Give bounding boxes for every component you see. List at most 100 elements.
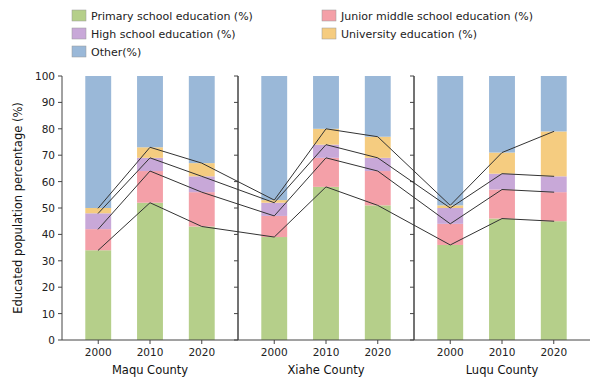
- bar-segment: [313, 76, 339, 129]
- y-tick: [410, 260, 414, 261]
- y-tick: [58, 155, 62, 156]
- y-tick: [410, 208, 414, 209]
- x-tick-label: 2020: [188, 346, 215, 358]
- y-tick-label: 100: [35, 70, 55, 82]
- x-tick-label: 2000: [261, 346, 288, 358]
- x-tick: [377, 340, 378, 344]
- y-tick: [234, 208, 238, 209]
- bar-segment: [261, 216, 287, 237]
- legend-swatch: [322, 10, 336, 21]
- bar-segment: [189, 176, 215, 192]
- y-axis-label: Educated population percentage (%): [11, 102, 25, 314]
- y-tick: [58, 102, 62, 103]
- y-tick: [410, 102, 414, 103]
- y-tick: [234, 234, 238, 235]
- panel: 0102030405060708090100200020102020Maqu C…: [11, 70, 238, 377]
- y-tick: [58, 234, 62, 235]
- y-tick: [58, 208, 62, 209]
- bar-segment: [189, 192, 215, 226]
- bar-segment: [541, 192, 567, 221]
- bar-segment: [137, 158, 163, 171]
- y-tick: [410, 128, 414, 129]
- legend-label: Junior middle school education (%): [340, 10, 533, 23]
- x-tick-label: 2020: [364, 346, 391, 358]
- bar-segment: [489, 190, 515, 219]
- bar-segment: [261, 237, 287, 340]
- connector-line: [98, 158, 554, 229]
- bar-segment: [489, 153, 515, 174]
- bar-segment: [85, 213, 111, 229]
- bar-segment: [365, 137, 391, 158]
- bar-segment: [85, 250, 111, 340]
- x-axis-label: Maqu County: [112, 363, 188, 377]
- connectors: [98, 129, 554, 250]
- legend-label: Primary school education (%): [91, 10, 253, 23]
- y-tick-label: 70: [42, 149, 55, 161]
- bars: [437, 76, 566, 340]
- y-tick: [410, 76, 414, 77]
- y-tick-label: 20: [42, 281, 55, 293]
- x-tick: [201, 340, 202, 344]
- bar-segment: [261, 76, 287, 200]
- bar-segment: [365, 205, 391, 340]
- legend: Primary school education (%) Junior middl…: [72, 10, 533, 59]
- chart: Primary school education (%) Junior middl…: [0, 0, 600, 392]
- y-tick: [58, 76, 62, 77]
- legend-swatch: [72, 28, 86, 39]
- x-tick-label: 2010: [489, 346, 516, 358]
- bar-segment: [313, 158, 339, 187]
- bar-segment: [365, 171, 391, 205]
- bar-segment: [137, 147, 163, 158]
- y-tick: [234, 287, 238, 288]
- y-tick: [234, 128, 238, 129]
- x-tick-label: 2020: [540, 346, 567, 358]
- y-tick: [410, 313, 414, 314]
- bar-segment: [489, 219, 515, 340]
- y-tick: [410, 155, 414, 156]
- bar-segment: [313, 187, 339, 340]
- y-tick: [234, 340, 238, 341]
- x-tick: [450, 340, 451, 344]
- y-tick-label: 80: [42, 123, 55, 135]
- legend-label: Other(%): [91, 46, 141, 59]
- x-tick: [553, 340, 554, 344]
- x-tick: [502, 340, 503, 344]
- y-tick-label: 40: [42, 228, 55, 240]
- x-tick-label: 2000: [85, 346, 112, 358]
- y-tick-label: 50: [42, 202, 55, 214]
- bar-segment: [261, 203, 287, 216]
- bar-segment: [85, 208, 111, 213]
- bar-segment: [437, 224, 463, 245]
- y-tick: [58, 128, 62, 129]
- y-tick: [58, 340, 62, 341]
- y-tick: [410, 287, 414, 288]
- bar-segment: [541, 176, 567, 192]
- bar-segment: [437, 76, 463, 205]
- x-tick: [98, 340, 99, 344]
- connector-line: [98, 129, 554, 208]
- x-tick: [326, 340, 327, 344]
- bar-segment: [189, 163, 215, 176]
- y-tick-label: 90: [42, 96, 55, 108]
- legend-swatch: [72, 46, 86, 57]
- y-tick: [234, 260, 238, 261]
- bar-segment: [137, 203, 163, 340]
- legend-label: High school education (%): [91, 28, 236, 41]
- y-tick: [58, 313, 62, 314]
- bar-segment: [437, 245, 463, 340]
- y-tick: [58, 287, 62, 288]
- connector-line: [98, 187, 554, 250]
- legend-swatch: [322, 28, 336, 39]
- y-tick: [234, 313, 238, 314]
- y-tick: [58, 181, 62, 182]
- bar-segment: [541, 131, 567, 176]
- bar-segment: [137, 171, 163, 203]
- bar-segment: [313, 129, 339, 145]
- bar-segment: [189, 226, 215, 340]
- y-tick-label: 60: [42, 176, 55, 188]
- y-tick: [234, 76, 238, 77]
- x-tick: [150, 340, 151, 344]
- y-tick: [234, 102, 238, 103]
- bar-segment: [541, 221, 567, 340]
- x-tick-label: 2010: [313, 346, 340, 358]
